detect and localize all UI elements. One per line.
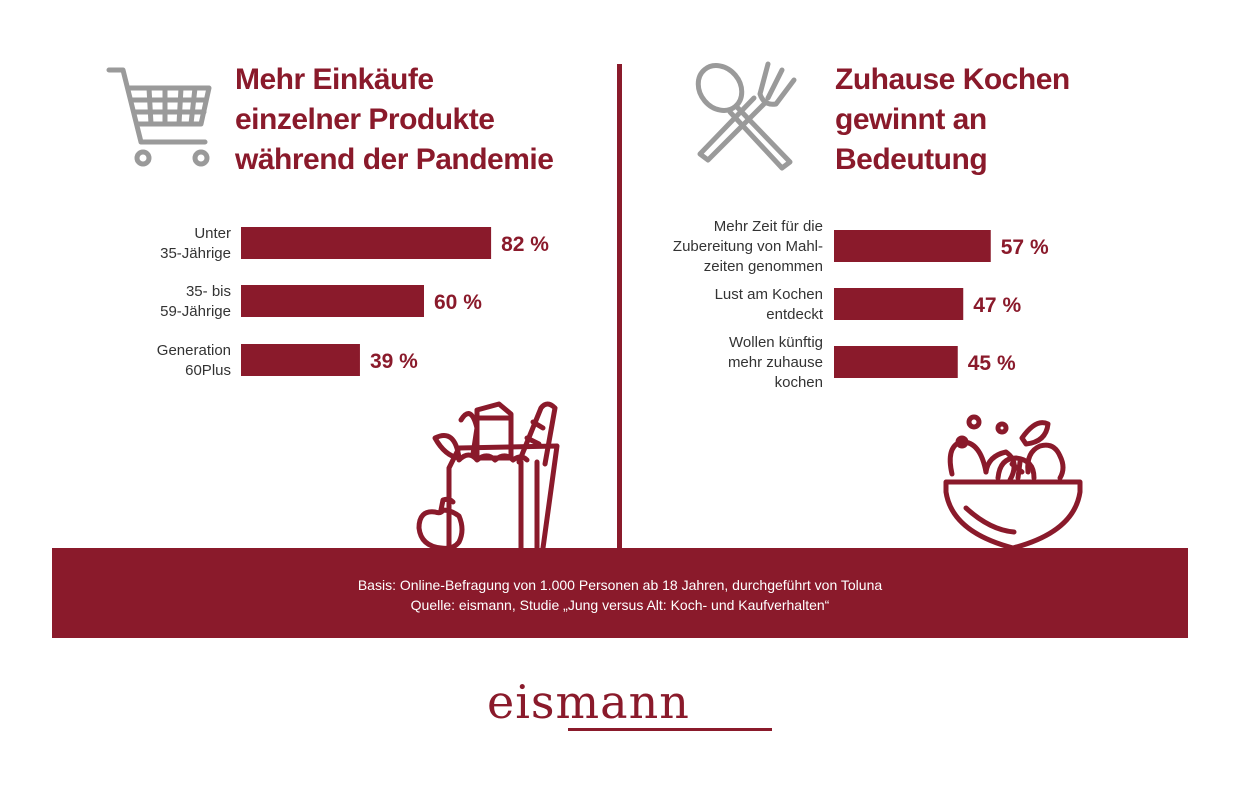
- bar-label-1-2: 35- bis 59-Jährige: [160, 283, 231, 320]
- logo-underline: [568, 728, 772, 731]
- bar-value-2-2: 47 %: [973, 294, 1021, 317]
- bar-value-1-1: 82 %: [501, 233, 549, 256]
- bar-label-1-1: Unter 35-Jährige: [160, 225, 231, 262]
- right-panel-title: Zuhause Kochen gewinnt an Bedeutung: [835, 63, 1070, 176]
- left-panel-title: Mehr Einkäufe einzelner Produkte während…: [235, 63, 554, 176]
- eismann-logo: eismann: [487, 675, 690, 729]
- bar-label-2-3: Wollen künftig mehr zuhause kochen: [728, 334, 823, 391]
- bar-2-3: [834, 346, 958, 378]
- source-footer: Basis: Online-Befragung von 1.000 Person…: [52, 548, 1188, 638]
- shopping-cart-icon: [106, 67, 212, 167]
- spoon-fork-icon: [695, 61, 797, 171]
- bar-value-1-3: 39 %: [370, 350, 418, 373]
- bar-label-2-2: Lust am Kochen entdeckt: [715, 286, 824, 323]
- salad-bowl-icon: [943, 414, 1083, 551]
- bar-1-3: [241, 344, 360, 376]
- grocery-bag-icon: [416, 401, 560, 551]
- footer-source: Quelle: eismann, Studie „Jung versus Alt…: [410, 597, 830, 613]
- bar-value-1-2: 60 %: [434, 291, 482, 314]
- bar-value-2-3: 45 %: [968, 352, 1016, 375]
- center-divider: [617, 64, 622, 548]
- bar-2-1: [834, 230, 991, 262]
- bar-1-2: [241, 285, 424, 317]
- bar-1-1: [241, 227, 492, 259]
- bar-2-2: [834, 288, 964, 320]
- bar-label-1-3: Generation 60Plus: [157, 342, 231, 379]
- bar-value-2-1: 57 %: [1001, 236, 1049, 259]
- bar-label-2-1: Mehr Zeit für die Zubereitung von Mahl-ze…: [673, 218, 823, 275]
- footer-basis: Basis: Online-Befragung von 1.000 Person…: [357, 577, 883, 593]
